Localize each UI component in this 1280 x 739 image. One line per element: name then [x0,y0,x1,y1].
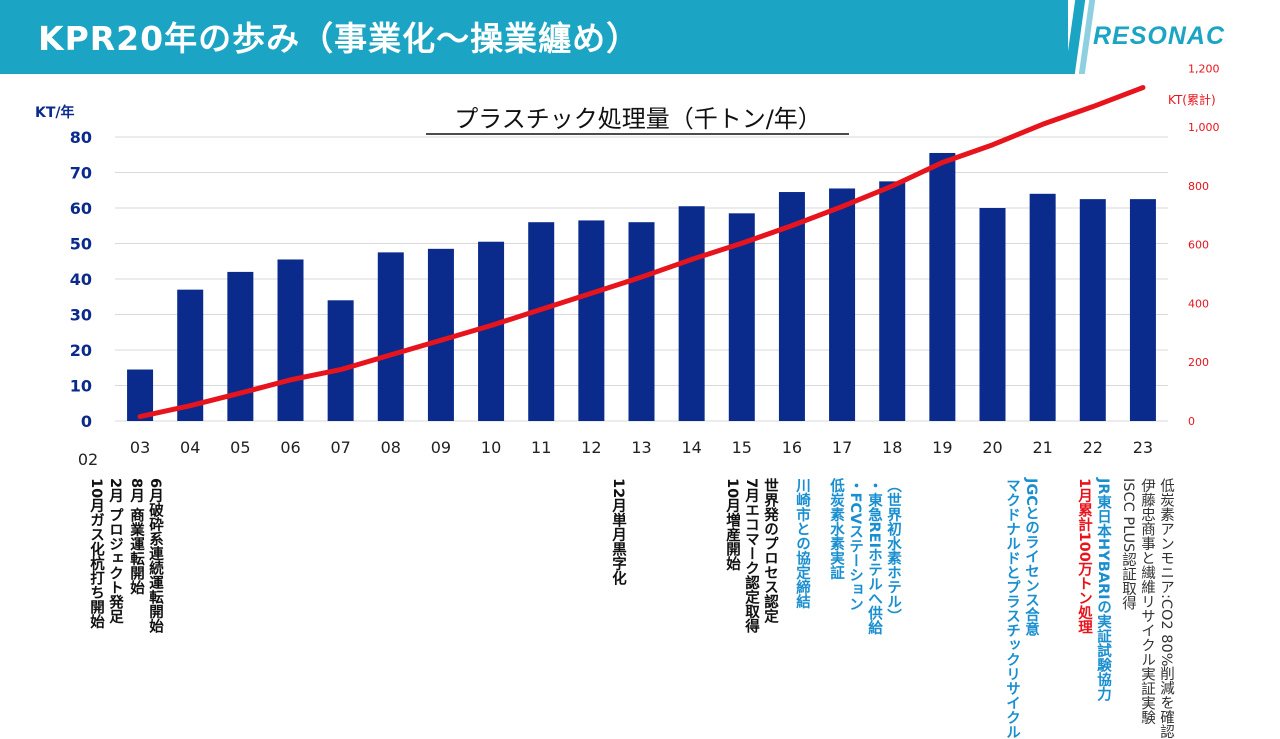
note-line: （世界初水素ホテル） [885,478,901,623]
x-tick-label: 23 [1133,438,1153,457]
y-axis-label: KT/年 [35,104,75,121]
chart-title: プラスチック処理量（千トン/年） [454,105,822,133]
note-2002: 2月 プロジェクト発足 10月ガス化杭打ち開始 [86,478,124,629]
x-tick-label: 09 [431,438,451,457]
note-line: 低炭素水素実証 [828,478,844,580]
y-tick-label: 30 [70,306,92,325]
bar [879,181,906,421]
x-tick-label: 14 [681,438,701,457]
note-2023: 低炭素アンモニア:CO2 80%削減を確認 伊藤忠商事と繊維リサイクル実証実験 … [1118,478,1175,739]
x-tick-label: 08 [381,438,401,457]
note-line: 7月エコマーク認定取得 [743,478,759,634]
x-tick-label: 12 [581,438,601,457]
x-tick-label: 07 [330,438,350,457]
bar [227,271,254,421]
x-tick-label: 21 [1032,438,1052,457]
bar [277,259,304,421]
note-line: JR東日本HYBARIの実証試験協力 [1095,478,1111,702]
y-tick-label: 60 [70,199,92,218]
x-tick-label: 03 [130,438,150,457]
x-tick-label: 22 [1083,438,1103,457]
y2-axis-label: KT(累計) [1168,92,1216,107]
note-line: 伊藤忠商事と繊維リサイクル実証実験 [1139,478,1155,725]
y-tick-label: 40 [70,270,92,289]
x-tick-label: 11 [531,438,551,457]
x-tick-label: 17 [832,438,852,457]
y-tick-label: 50 [70,235,92,254]
note-2017-2018: （世界初水素ホテル） ・東急REIホテルへ供給 ・FCVステーション 低炭素水素… [826,478,902,635]
note-line: 10月増産開始 [724,478,740,571]
header-banner: KPR20年の歩み（事業化～操業纏め） [0,0,1068,74]
note-line: ・FCVステーション [847,478,863,612]
note-line: 1月累計100万トン処理 [1076,478,1092,635]
note-2012: 12月単月黒字化 [608,478,627,585]
note-line: 川崎市との協定締結 [794,478,810,609]
note-line: 2月 プロジェクト発足 [107,478,123,624]
y2-axis-ticks: 0 200 400 600 800 1,000 1,200 [1188,62,1220,428]
y-tick-label: 10 [70,377,92,396]
note-2020: JGCとのライセンス合意 マクドナルドとプラスチックリサイクル [1002,478,1040,739]
x-tick-label: 05 [230,438,250,457]
bar [628,222,655,421]
note-2022: JR東日本HYBARIの実証試験協力 1月累計100万トン処理 [1074,478,1112,701]
y-tick-label: 0 [81,412,92,431]
y2-tick-label: 600 [1188,239,1209,252]
x-tick-label: 10 [481,438,501,457]
y2-tick-label: 1,000 [1188,121,1220,134]
note-2003: 6月破砕系連続運転開始 8月 商業運転開始 [126,478,164,633]
bar [528,222,555,421]
bar [829,188,856,421]
note-line: JGCとのライセンス合意 [1023,478,1039,637]
note-2014-2015: 世界発のプロセス認定 7月エコマーク認定取得 10月増産開始 [722,478,779,633]
cumulative-line [137,85,1146,420]
y2-tick-label: 800 [1188,180,1209,193]
bar [678,206,705,421]
y-tick-label: 70 [70,164,92,183]
x-tick-label: 20 [982,438,1002,457]
bar [327,300,354,421]
y-tick-label: 80 [70,128,92,147]
bar [929,152,956,421]
x-tick-label: 15 [732,438,752,457]
x-extra-label: 02 [78,450,98,469]
note-2016: 川崎市との協定締結 [792,478,811,609]
note-line: 世界発のプロセス認定 [762,478,778,623]
bar-series [127,152,1156,421]
note-line: 8月 商業運転開始 [128,478,144,595]
note-line: ・東急REIホテルへ供給 [866,478,882,635]
note-line: 低炭素アンモニア:CO2 80%削減を確認 [1158,478,1174,739]
x-tick-label: 13 [631,438,651,457]
note-line: ISCC PLUS認証取得 [1120,478,1136,611]
bar [427,248,454,421]
note-line: 6月破砕系連続運転開始 [147,478,163,634]
resonac-logo: RESONAC [1093,22,1226,50]
x-tick-label: 18 [882,438,902,457]
y2-tick-label: 200 [1188,356,1209,369]
y2-tick-label: 400 [1188,297,1209,310]
bar [377,252,404,421]
x-axis-ticks: 03 04 05 06 07 08 09 10 11 12 13 14 15 16 17 18 19 20 21 22… [78,438,1153,469]
y2-tick-label: 1,200 [1188,62,1220,75]
y-axis-ticks: 0 10 20 30 40 50 60 70 80 [70,128,92,431]
bar [979,208,1006,421]
processing-chart: プラスチック処理量（千トン/年） KT/年 KT(累計) 0 10 20 30 40 50… [35,62,1220,469]
note-line: 10月ガス化杭打ち開始 [88,478,104,629]
bar [478,241,505,421]
x-tick-label: 06 [280,438,300,457]
x-tick-label: 04 [180,438,200,457]
cumulative-line-series [137,85,1146,420]
bar [1129,199,1156,421]
bar [578,220,605,421]
bar [177,289,204,421]
bar [1079,199,1106,421]
note-line: マクドナルドとプラスチックリサイクル [1004,478,1020,739]
y2-tick-label: 0 [1188,415,1195,428]
x-tick-label: 16 [782,438,802,457]
x-tick-label: 19 [932,438,952,457]
bar [1029,193,1056,421]
page-title: KPR20年の歩み（事業化～操業纏め） [38,19,641,58]
y-tick-label: 20 [70,341,92,360]
note-line: 12月単月黒字化 [610,478,626,586]
